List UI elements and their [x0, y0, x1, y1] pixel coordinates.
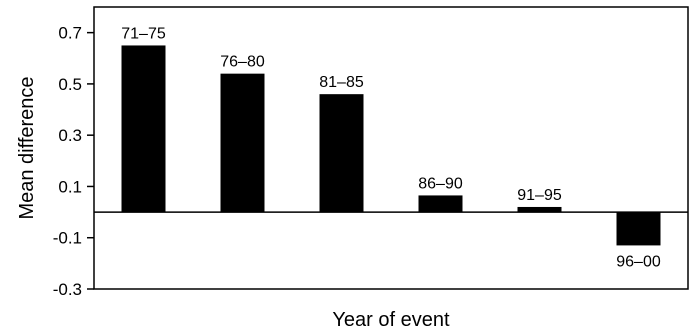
- x-axis-title: Year of event: [332, 309, 450, 331]
- bar-4: [517, 206, 562, 213]
- bar-category-label: 71–75: [121, 25, 166, 42]
- bar-category-label: 96–00: [616, 253, 661, 270]
- bar-3: [418, 195, 463, 213]
- bar-category-label: 81–85: [319, 74, 364, 91]
- y-tick-label: -0.3: [53, 280, 82, 299]
- y-axis-ticks: -0.3 -0.1 0.1 0.3 0.5 0.7: [53, 24, 94, 299]
- bars: [121, 45, 661, 246]
- bar-0: [121, 45, 166, 213]
- y-tick-label: 0.5: [58, 75, 82, 94]
- bar-2: [319, 94, 364, 213]
- bar-category-label: 76–80: [220, 54, 265, 71]
- y-tick-label: 0.3: [58, 126, 82, 145]
- y-tick-label: -0.1: [53, 229, 82, 248]
- y-tick-label: 0.7: [58, 24, 82, 43]
- bar-category-label: 86–90: [418, 175, 463, 192]
- bar-5: [616, 212, 661, 246]
- bar-labels: 71–75 76–80 81–85 86–90 91–95 96–00: [121, 25, 661, 270]
- plot-frame: [93, 6, 689, 290]
- y-axis-title: Mean difference: [16, 76, 38, 219]
- bar-1: [220, 73, 265, 213]
- y-tick-label: 0.1: [58, 177, 82, 196]
- bar-category-label: 91–95: [517, 187, 562, 204]
